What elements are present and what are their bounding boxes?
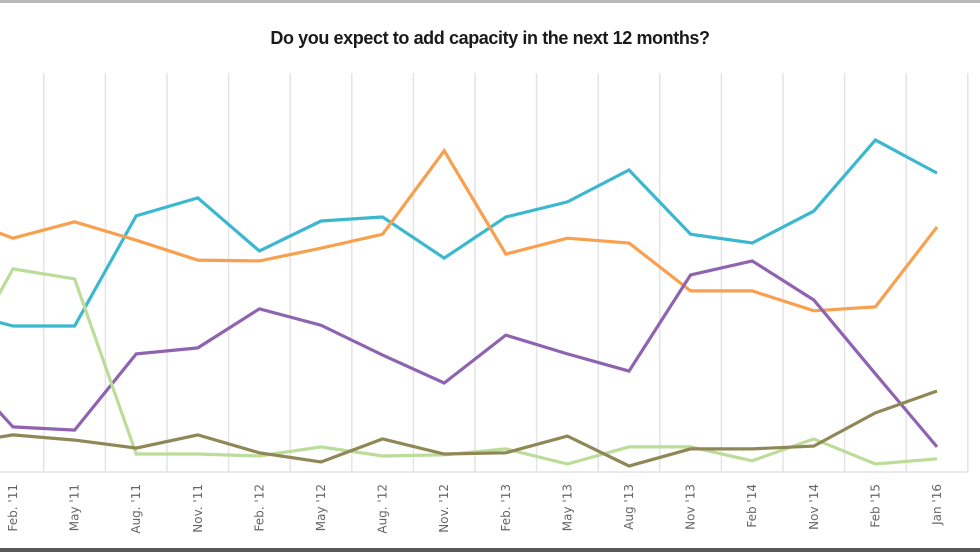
x-tick-label: Nov. '12: [437, 484, 451, 533]
chart-title: Do you expect to add capacity in the nex…: [270, 28, 710, 48]
series-blue-line: [0, 137, 938, 328]
x-tick-label: May '13: [560, 484, 574, 531]
x-tick-label: Feb. '13: [499, 484, 513, 531]
x-tick-label: Jan '16: [930, 484, 944, 526]
x-tick-label: May '12: [314, 484, 328, 531]
series-lightgreen-line: [0, 267, 938, 466]
frame-bottom-border: [0, 548, 980, 552]
x-tick-label: May '11: [68, 484, 82, 531]
gridlines: [0, 73, 969, 473]
x-axis-tick-labels: Feb. '11 May '11 Aug. '11 Nov. '11 Feb. '12 M…: [6, 484, 944, 534]
x-tick-label: Feb '14: [745, 484, 759, 528]
series-lines: [0, 137, 939, 468]
x-tick-label: Nov '13: [684, 484, 698, 530]
frame-top-border: [0, 0, 980, 3]
x-tick-label: Aug. '11: [129, 484, 143, 534]
x-tick-label: Feb. '11: [6, 484, 20, 531]
x-tick-label: Nov. '11: [191, 484, 205, 533]
x-tick-label: Nov '14: [807, 484, 821, 530]
x-tick-label: Aug. '12: [376, 484, 390, 534]
x-tick-label: Feb '15: [868, 484, 882, 528]
x-tick-label: Feb. '12: [252, 484, 266, 531]
series-purple-line: [0, 259, 939, 448]
x-tick-label: Aug '13: [622, 484, 636, 530]
series-orange-line: [0, 147, 939, 313]
